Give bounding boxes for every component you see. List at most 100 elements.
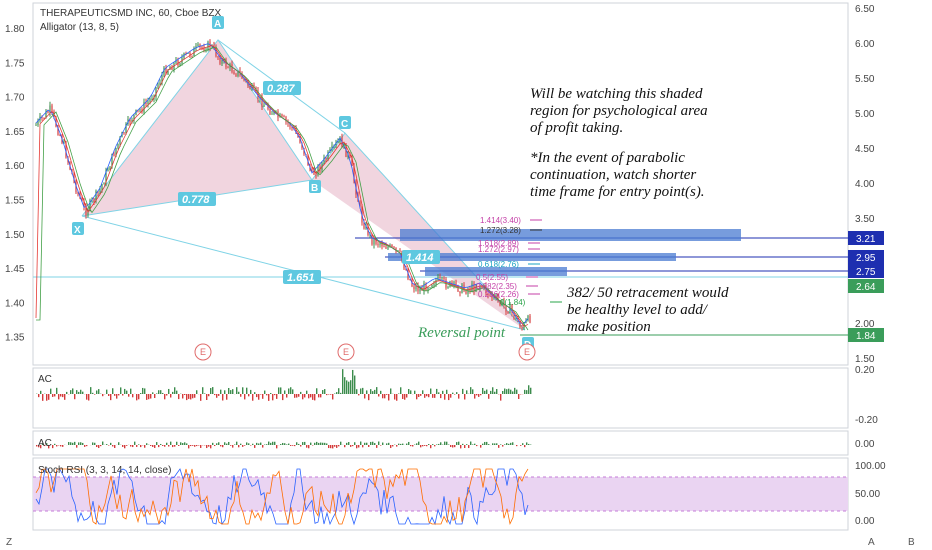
ac-bar bbox=[260, 394, 262, 395]
ac-bar bbox=[278, 387, 280, 394]
stoch-tick-50: 50.00 bbox=[855, 489, 880, 500]
earnings-marker[interactable] bbox=[194, 343, 212, 361]
ac-bar bbox=[158, 390, 160, 394]
earnings-marker[interactable] bbox=[337, 343, 355, 361]
right-axis-tick: 5.50 bbox=[855, 74, 875, 85]
ac2-bar bbox=[138, 444, 140, 445]
ac2-bar bbox=[170, 441, 172, 445]
candle bbox=[147, 101, 149, 104]
candle bbox=[243, 78, 245, 80]
ac2-bar bbox=[434, 445, 436, 447]
candle bbox=[335, 142, 337, 146]
ac2-bar bbox=[292, 445, 294, 446]
ac-bar bbox=[218, 394, 220, 396]
candle bbox=[197, 44, 199, 46]
candle bbox=[489, 294, 491, 296]
candle bbox=[399, 250, 401, 252]
candle bbox=[177, 59, 179, 66]
price-tag-label: 2.64 bbox=[856, 282, 876, 293]
ac2-bar bbox=[168, 445, 170, 447]
pattern-xab bbox=[82, 40, 312, 216]
ac-bar bbox=[92, 392, 94, 394]
ac-bar bbox=[66, 391, 68, 394]
ac2-bar bbox=[386, 443, 388, 445]
ac2-bar bbox=[482, 443, 484, 445]
ac-bar bbox=[58, 394, 60, 400]
ac-bar bbox=[162, 392, 164, 394]
ac-bar bbox=[388, 394, 390, 401]
candle bbox=[417, 286, 419, 292]
ac-bar bbox=[408, 389, 410, 394]
ac2-bar bbox=[234, 444, 236, 445]
ac2-bar bbox=[220, 445, 222, 447]
ac2-bar bbox=[360, 441, 362, 445]
candle bbox=[523, 322, 525, 329]
candle bbox=[85, 207, 87, 216]
ac2-bar bbox=[208, 445, 210, 447]
price-tag-label: 2.95 bbox=[856, 253, 876, 264]
candle bbox=[163, 67, 165, 76]
ac-bar bbox=[318, 394, 320, 398]
earnings-marker[interactable] bbox=[518, 343, 536, 361]
ac2-bar bbox=[450, 445, 452, 448]
ac2-bar bbox=[130, 445, 132, 447]
ac2-bar bbox=[356, 445, 358, 449]
ac2-bar bbox=[458, 441, 460, 445]
ac-bar bbox=[228, 387, 230, 394]
ac2-bar bbox=[56, 445, 58, 447]
ac2-bar bbox=[308, 445, 310, 449]
bottom-left-z[interactable]: Z bbox=[6, 537, 12, 548]
ac-bar bbox=[296, 394, 298, 398]
ac-bar bbox=[428, 394, 430, 398]
stoch-line bbox=[35, 468, 529, 525]
candle bbox=[315, 174, 317, 176]
ac2-bar bbox=[498, 445, 500, 448]
candle bbox=[329, 149, 331, 152]
ac-bar bbox=[214, 394, 216, 396]
right-axis-tick: 6.00 bbox=[855, 39, 875, 50]
fib-label: 0(1.84) bbox=[500, 298, 526, 307]
ac-bar bbox=[166, 394, 168, 396]
ac-bar bbox=[164, 394, 166, 400]
candle bbox=[191, 55, 193, 57]
candle bbox=[427, 287, 429, 291]
bottom-button-b[interactable]: B bbox=[908, 537, 915, 548]
candle bbox=[203, 47, 205, 51]
ac-bar bbox=[116, 394, 118, 399]
ac-bar bbox=[176, 390, 178, 394]
candle bbox=[103, 183, 105, 185]
ac2-bar bbox=[246, 442, 248, 445]
fib-label: 1.272(2.97) bbox=[478, 245, 519, 254]
ac2-bar bbox=[314, 442, 316, 445]
ac2-bar bbox=[328, 445, 330, 449]
candle bbox=[83, 201, 85, 208]
ac2-bar bbox=[60, 445, 62, 447]
candle bbox=[131, 120, 133, 123]
ac2-bar bbox=[368, 445, 370, 447]
candle bbox=[293, 127, 295, 129]
candle bbox=[89, 199, 91, 211]
ac2-bar bbox=[366, 442, 368, 445]
ac2-bar bbox=[428, 444, 430, 445]
ac2-bar bbox=[268, 441, 270, 445]
ac2-bar bbox=[412, 445, 414, 447]
candle bbox=[359, 201, 361, 207]
candle bbox=[313, 170, 315, 175]
candle bbox=[441, 277, 443, 279]
ac2-bar bbox=[274, 441, 276, 445]
candle bbox=[477, 288, 479, 290]
ac2-bar bbox=[146, 443, 148, 445]
candle bbox=[479, 285, 481, 289]
ac-bar bbox=[270, 392, 272, 394]
ac2-bar bbox=[336, 445, 338, 448]
ac-bar bbox=[416, 394, 418, 400]
bottom-button-a[interactable]: A bbox=[868, 537, 875, 548]
candle bbox=[413, 286, 415, 290]
ac-bar bbox=[506, 389, 508, 394]
ac2-bar bbox=[492, 443, 494, 445]
candle bbox=[317, 165, 319, 176]
candle bbox=[385, 246, 387, 249]
ac2-bar bbox=[86, 445, 88, 447]
ac-bar bbox=[430, 388, 432, 394]
candle bbox=[155, 87, 157, 97]
